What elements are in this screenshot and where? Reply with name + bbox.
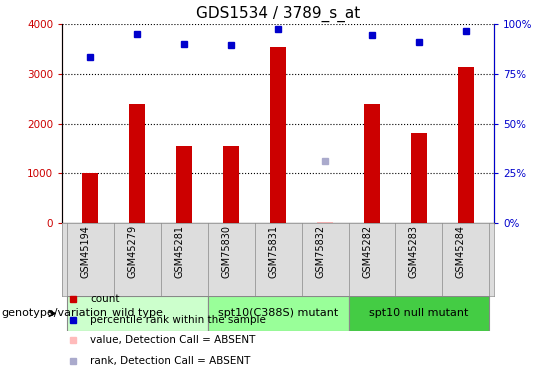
Text: spt10(C388S) mutant: spt10(C388S) mutant [218, 309, 338, 318]
Text: wild type: wild type [112, 309, 163, 318]
Bar [176, 146, 192, 223]
Text: GSM75830: GSM75830 [221, 225, 231, 278]
Title: GDS1534 / 3789_s_at: GDS1534 / 3789_s_at [196, 5, 360, 22]
Bar [208, 296, 348, 331]
Bar [223, 146, 239, 223]
Bar [67, 296, 208, 331]
Text: GSM45281: GSM45281 [174, 225, 184, 278]
Bar [82, 173, 98, 223]
Text: GSM75832: GSM75832 [315, 225, 325, 279]
Bar [348, 296, 489, 331]
Text: GSM45284: GSM45284 [456, 225, 466, 278]
Bar [458, 67, 474, 223]
Text: GSM45194: GSM45194 [80, 225, 90, 278]
Bar [129, 104, 145, 223]
Bar [364, 104, 380, 223]
Text: spt10 null mutant: spt10 null mutant [369, 309, 469, 318]
Bar [270, 47, 286, 223]
Text: rank, Detection Call = ABSENT: rank, Detection Call = ABSENT [90, 356, 251, 366]
Bar [411, 133, 427, 223]
Text: GSM75831: GSM75831 [268, 225, 278, 278]
Text: GSM45279: GSM45279 [127, 225, 137, 279]
Text: count: count [90, 294, 120, 304]
Text: GSM45283: GSM45283 [409, 225, 419, 278]
Bar [317, 222, 333, 223]
Text: GSM45282: GSM45282 [362, 225, 372, 279]
Text: value, Detection Call = ABSENT: value, Detection Call = ABSENT [90, 335, 255, 345]
Text: percentile rank within the sample: percentile rank within the sample [90, 315, 266, 325]
Text: genotype/variation: genotype/variation [1, 309, 107, 318]
